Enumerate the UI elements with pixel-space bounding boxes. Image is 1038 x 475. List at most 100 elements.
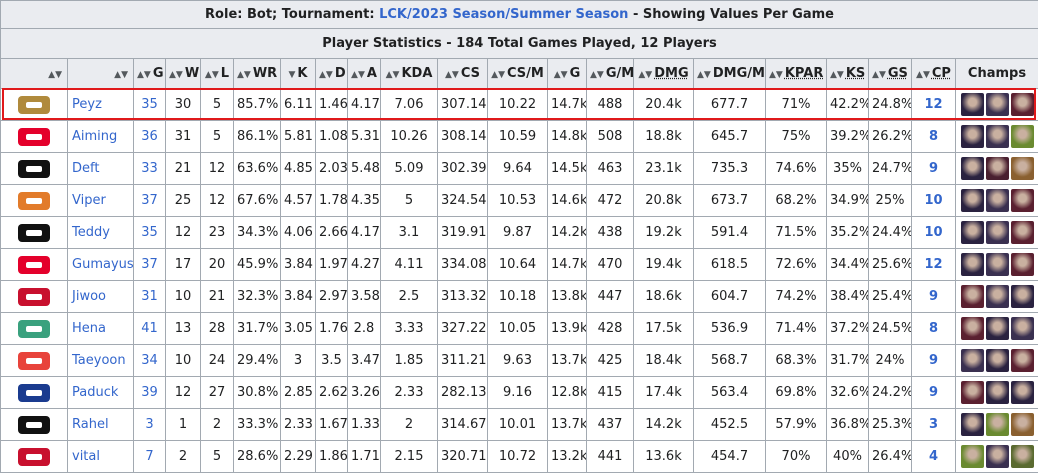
stat-cell: 26.4% — [868, 440, 912, 473]
games-link[interactable]: 35 — [141, 97, 158, 112]
column-header[interactable]: ▲▼ D — [315, 58, 348, 89]
column-label: G — [152, 66, 164, 81]
column-header[interactable]: ▲▼ G — [133, 58, 166, 89]
stat-cell: 2.29 — [280, 440, 316, 473]
stat-cell: 441 — [586, 440, 634, 473]
stat-cell: 37 — [133, 184, 166, 217]
stat-cell: 3 — [133, 408, 166, 441]
stat-cell: 24.7% — [868, 152, 912, 185]
games-link[interactable]: 41 — [141, 321, 158, 336]
logo-header[interactable]: ▲▼ — [0, 58, 68, 89]
column-header[interactable]: ▲▼ G — [547, 58, 587, 89]
player-link[interactable]: Paduck — [72, 385, 119, 400]
player-link[interactable]: Gumayusi — [72, 257, 134, 272]
games-link[interactable]: 34 — [141, 353, 158, 368]
stat-cell: 307.14 — [437, 88, 488, 121]
stat-cell: 39 — [133, 376, 166, 409]
stat-cell: 1 — [165, 408, 201, 441]
stat-cell: 35 — [133, 88, 166, 121]
column-header[interactable]: ▲▼ L — [200, 58, 234, 89]
column-header[interactable]: ▲▼ KDA — [380, 58, 438, 89]
games-link[interactable]: 3 — [145, 417, 154, 432]
games-link[interactable]: 37 — [141, 257, 158, 272]
stat-cell: 14.7k — [547, 248, 587, 281]
player-link[interactable]: Jiwoo — [72, 289, 106, 304]
stat-cell: 10.53 — [487, 184, 548, 217]
games-link[interactable]: 36 — [141, 129, 158, 144]
column-label: CS/M — [507, 66, 544, 81]
stat-cell: 25.6% — [868, 248, 912, 281]
player-link[interactable]: Viper — [72, 193, 106, 208]
player-link[interactable]: Taeyoon — [72, 353, 126, 368]
stat-cell: 645.7 — [693, 120, 766, 153]
column-label: Champs — [967, 66, 1027, 81]
stat-cell: 19.2k — [633, 216, 694, 249]
stat-cell: 2.85 — [280, 376, 316, 409]
stat-cell: 5.81 — [280, 120, 316, 153]
champion-pool: 10 — [924, 225, 943, 240]
column-header[interactable]: ▼ K — [280, 58, 316, 89]
column-header[interactable]: ▲▼ DMG/M — [693, 58, 766, 89]
player-link[interactable]: Hena — [72, 321, 106, 336]
stat-cell: 2.33 — [380, 376, 438, 409]
player-link[interactable]: Rahel — [72, 417, 109, 432]
player-link[interactable]: Deft — [72, 161, 100, 176]
column-header[interactable]: ▲▼ CP — [911, 58, 956, 89]
stat-cell: 2.5 — [380, 280, 438, 313]
column-header[interactable]: ▲▼ KS — [826, 58, 869, 89]
team-logo-cell — [0, 152, 68, 185]
stat-cell: 36.8% — [826, 408, 869, 441]
team-logo-cell — [0, 184, 68, 217]
column-header[interactable]: ▲▼ CS/M — [487, 58, 548, 89]
column-header[interactable]: ▲▼ W — [165, 58, 201, 89]
champion-icon — [985, 285, 1009, 308]
stat-cell: 2.66 — [315, 216, 348, 249]
games-link[interactable]: 31 — [141, 289, 158, 304]
stat-cell: 8 — [911, 312, 956, 345]
player-cell: Rahel — [67, 408, 134, 441]
player-link[interactable]: Aiming — [72, 129, 118, 144]
team-logo-cell — [0, 408, 68, 441]
champion-pool: 8 — [928, 129, 939, 144]
games-link[interactable]: 37 — [141, 193, 158, 208]
player-link[interactable]: Teddy — [72, 225, 110, 240]
champion-icon — [960, 157, 984, 180]
player-link[interactable]: Peyz — [72, 97, 102, 112]
champion-icon — [985, 221, 1009, 244]
games-link[interactable]: 7 — [145, 449, 154, 464]
sort-arrow: ▲▼ — [590, 70, 604, 80]
stat-cell: 31 — [165, 120, 201, 153]
column-header[interactable]: ▲▼ G/M — [586, 58, 634, 89]
stat-cell: 72.6% — [765, 248, 827, 281]
stat-cell: 463 — [586, 152, 634, 185]
column-header[interactable]: ▲▼ A — [347, 58, 381, 89]
player-link[interactable]: vital — [72, 449, 100, 464]
column-header[interactable]: ▲▼ DMG — [633, 58, 694, 89]
stat-cell: 302.39 — [437, 152, 488, 185]
stat-cell: 2 — [165, 440, 201, 473]
column-header[interactable]: ▲▼ KPAR — [765, 58, 827, 89]
column-header[interactable]: ▲▼ GS — [868, 58, 912, 89]
games-link[interactable]: 33 — [141, 161, 158, 176]
stat-cell: 14.6k — [547, 184, 587, 217]
stat-cell: 2 — [380, 408, 438, 441]
stat-cell: 4.85 — [280, 152, 316, 185]
champion-pool: 3 — [928, 417, 939, 432]
column-header[interactable]: ▲▼ WR — [233, 58, 281, 89]
champion-icon — [960, 445, 984, 468]
games-link[interactable]: 35 — [141, 225, 158, 240]
stat-cell: 57.9% — [765, 408, 827, 441]
stat-cell: 320.71 — [437, 440, 488, 473]
champion-icon — [985, 349, 1009, 372]
team-logo — [18, 191, 50, 210]
stat-cell: 28 — [200, 312, 234, 345]
stat-cell: 13.2k — [547, 440, 587, 473]
tournament-link[interactable]: LCK/2023 Season/Summer Season — [379, 7, 629, 22]
games-link[interactable]: 39 — [141, 385, 158, 400]
team-logo — [18, 95, 50, 114]
column-header[interactable]: Champs — [954, 58, 1038, 89]
player-header[interactable]: ▲▼ — [67, 58, 134, 89]
column-header[interactable]: ▲▼ CS — [437, 58, 488, 89]
stat-cell: 508 — [586, 120, 634, 153]
stat-cell: 5 — [200, 440, 234, 473]
